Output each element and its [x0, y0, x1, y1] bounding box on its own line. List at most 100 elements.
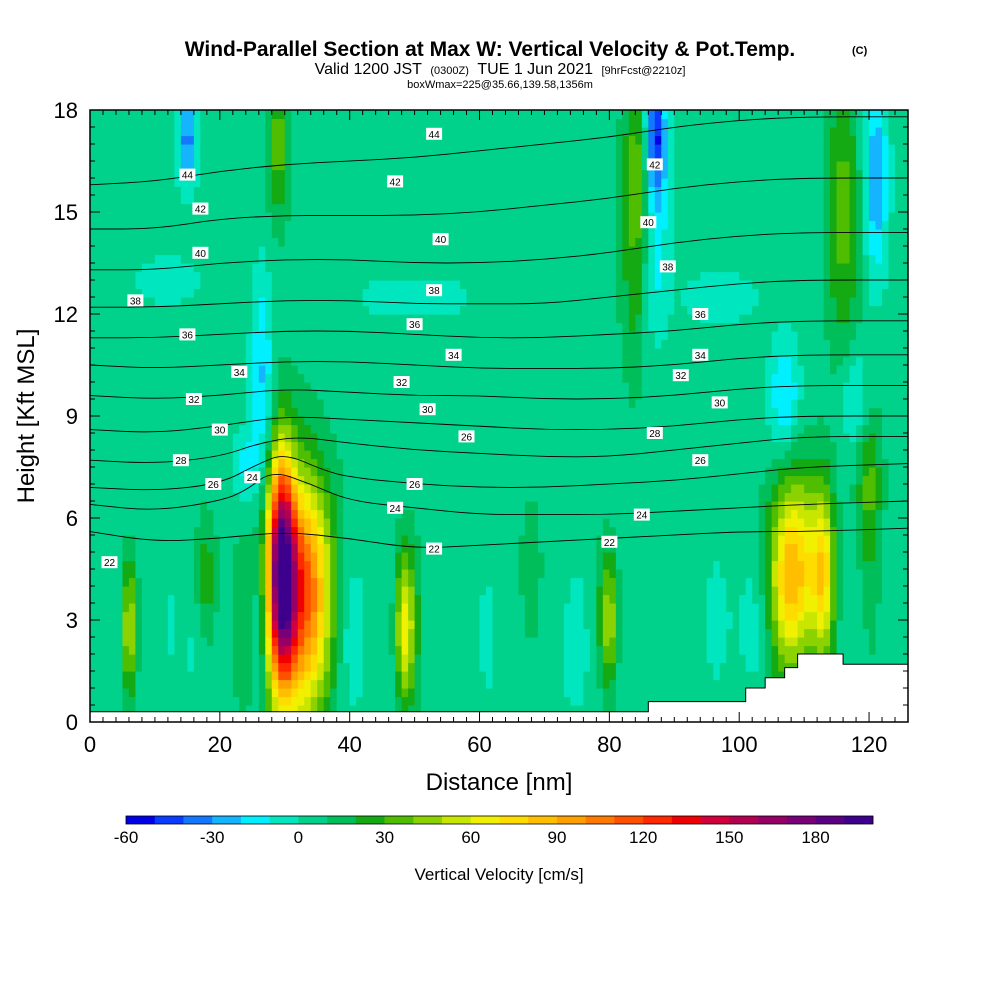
heatmap-cell: [291, 297, 299, 307]
heatmap-cell: [174, 127, 182, 137]
heatmap-cell: [115, 110, 124, 120]
heatmap-cell: [115, 620, 124, 630]
heatmap-cell: [226, 433, 234, 443]
heatmap-cell: [310, 382, 318, 392]
heatmap-cell: [336, 518, 344, 528]
heatmap-cell: [330, 552, 338, 562]
heatmap-cell: [245, 186, 253, 196]
heatmap-cell: [115, 509, 124, 519]
heatmap-cell: [524, 620, 533, 630]
heatmap-cell: [148, 195, 156, 205]
heatmap-cell: [167, 696, 175, 706]
heatmap-cell: [284, 484, 292, 494]
heatmap-cell: [141, 135, 150, 145]
heatmap-cell: [401, 552, 409, 562]
heatmap-cell: [180, 135, 188, 145]
heatmap-cell: [297, 331, 305, 341]
heatmap-cell: [271, 280, 279, 290]
heatmap-cell: [271, 373, 279, 383]
heatmap-cell: [323, 424, 331, 434]
heatmap-cell: [310, 492, 318, 502]
heatmap-cell: [343, 254, 351, 264]
heatmap-cell: [499, 492, 507, 502]
heatmap-cell: [96, 271, 104, 281]
heatmap-cell: [265, 416, 273, 426]
heatmap-cell: [96, 220, 104, 230]
heatmap-cell: [466, 424, 474, 434]
heatmap-cell: [180, 246, 188, 256]
heatmap-cell: [239, 637, 247, 647]
heatmap-cell: [453, 586, 461, 596]
heatmap-cell: [122, 475, 130, 485]
heatmap-cell: [258, 611, 266, 621]
heatmap-cell: [408, 467, 416, 477]
heatmap-cell: [343, 577, 351, 587]
heatmap-cell: [382, 169, 390, 179]
heatmap-cell: [219, 297, 227, 307]
heatmap-cell: [219, 203, 227, 213]
heatmap-cell: [356, 552, 364, 562]
heatmap-cell: [291, 569, 299, 579]
heatmap-cell: [388, 110, 396, 120]
heatmap-cell: [109, 331, 117, 341]
heatmap-cell: [297, 263, 305, 273]
heatmap-cell: [96, 611, 104, 621]
heatmap-cell: [434, 161, 442, 171]
heatmap-cell: [271, 186, 279, 196]
heatmap-cell: [154, 297, 163, 307]
heatmap-cell: [479, 271, 487, 281]
heatmap-cell: [356, 339, 364, 349]
heatmap-cell: [258, 645, 266, 655]
heatmap-cell: [96, 569, 104, 579]
heatmap-cell: [408, 297, 416, 307]
heatmap-cell: [122, 237, 130, 247]
heatmap-cell: [187, 594, 195, 604]
heatmap-cell: [297, 297, 305, 307]
heatmap-cell: [284, 671, 292, 681]
heatmap-cell: [369, 586, 377, 596]
heatmap-cell: [304, 322, 312, 332]
heatmap-cell: [460, 637, 468, 647]
heatmap-cell: [232, 594, 240, 604]
heatmap-cell: [323, 662, 331, 672]
heatmap-cell: [265, 560, 273, 570]
heatmap-cell: [141, 280, 150, 290]
heatmap-cell: [440, 195, 448, 205]
heatmap-cell: [245, 212, 253, 222]
heatmap-cell: [239, 186, 247, 196]
heatmap-cell: [499, 696, 507, 706]
heatmap-cell: [109, 450, 117, 460]
heatmap-cell: [388, 339, 396, 349]
heatmap-cell: [505, 645, 513, 655]
heatmap-cell: [499, 178, 507, 188]
heatmap-cell: [167, 450, 175, 460]
heatmap-cell: [141, 356, 150, 366]
heatmap-cell: [90, 671, 98, 681]
heatmap-cell: [388, 705, 396, 715]
heatmap-cell: [511, 348, 520, 358]
heatmap-cell: [206, 620, 214, 630]
heatmap-cell: [226, 246, 234, 256]
heatmap-cell: [226, 569, 234, 579]
heatmap-cell: [161, 186, 169, 196]
heatmap-cell: [90, 390, 98, 400]
heatmap-cell: [382, 518, 390, 528]
heatmap-cell: [492, 705, 500, 715]
heatmap-cell: [524, 382, 533, 392]
heatmap-cell: [232, 246, 240, 256]
heatmap-cell: [96, 280, 104, 290]
heatmap-cell: [96, 127, 104, 137]
heatmap-cell: [135, 450, 143, 460]
heatmap-cell: [141, 178, 150, 188]
heatmap-cell: [388, 611, 396, 621]
heatmap-cell: [174, 705, 182, 715]
heatmap-cell: [90, 543, 98, 553]
heatmap-cell: [102, 110, 111, 120]
heatmap-cell: [330, 382, 338, 392]
heatmap-cell: [518, 339, 526, 349]
heatmap-cell: [479, 424, 487, 434]
heatmap-cell: [440, 399, 448, 409]
heatmap-cell: [336, 229, 344, 239]
box-info: boxWmax=225@35.66,139.58,1356m: [407, 79, 593, 91]
heatmap-cell: [440, 705, 448, 715]
